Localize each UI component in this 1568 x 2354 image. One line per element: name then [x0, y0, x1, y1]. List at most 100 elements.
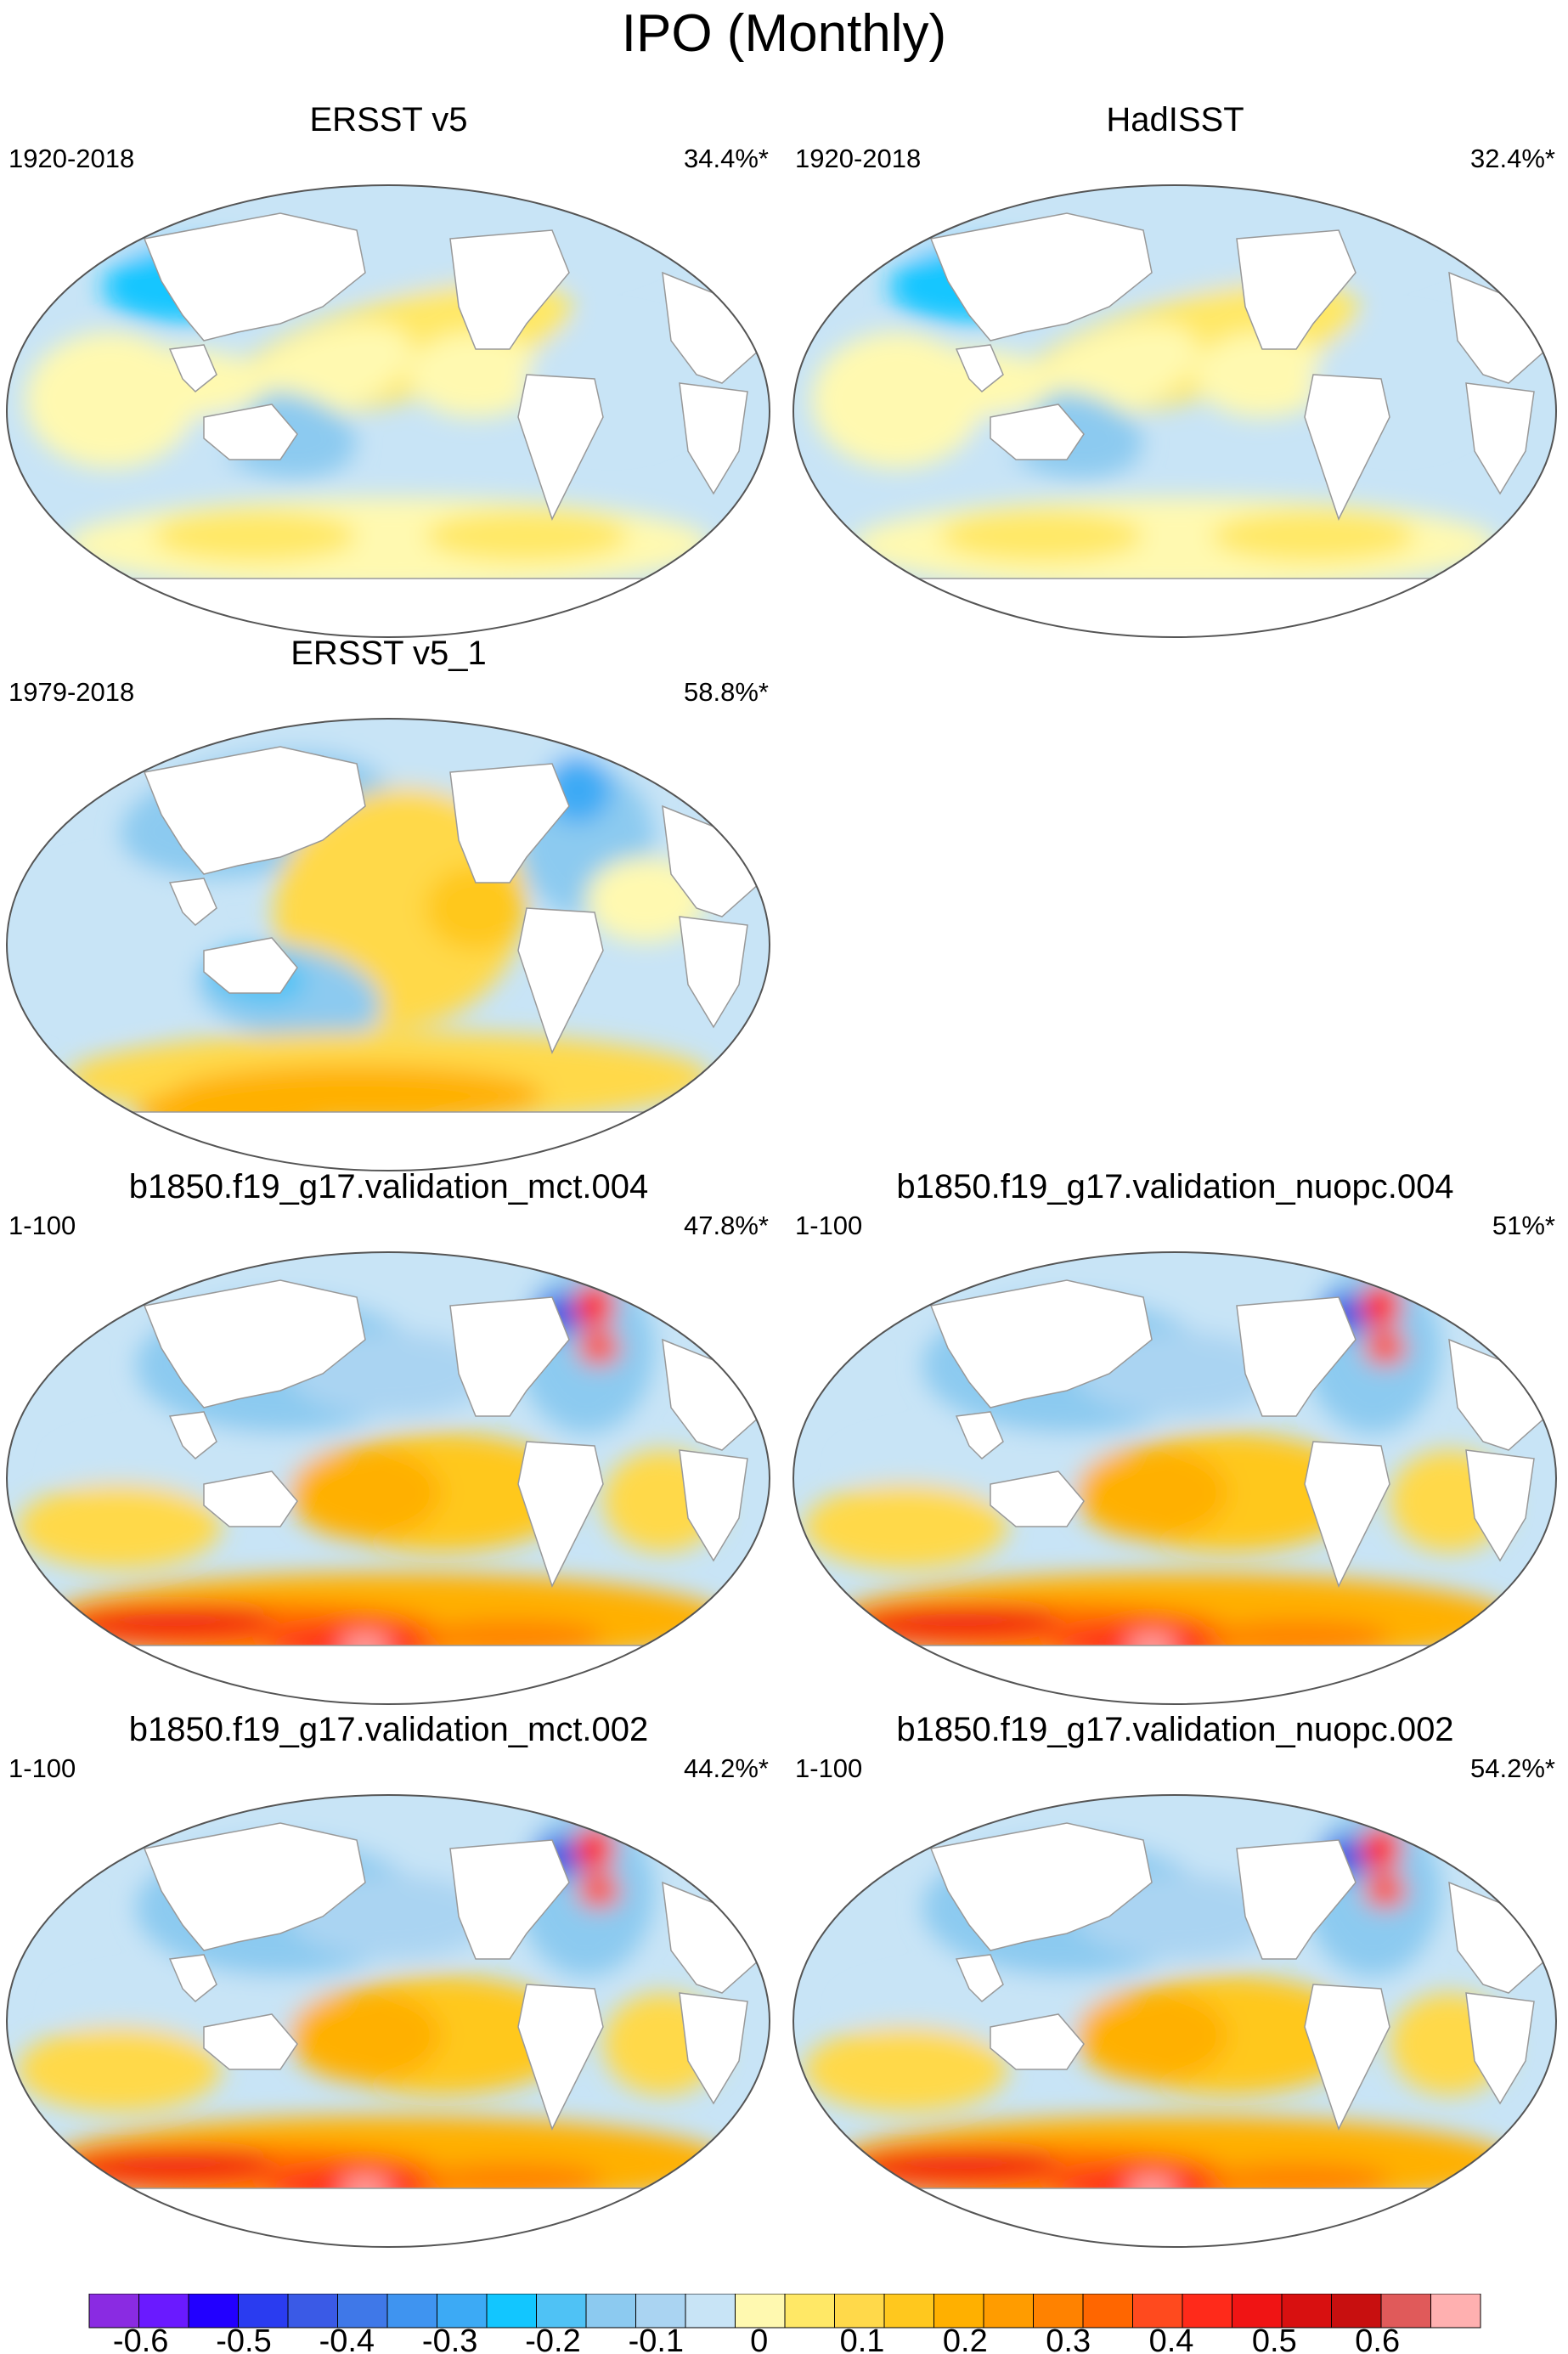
sst-anomaly-region [59, 1433, 365, 1501]
land-mask [679, 382, 748, 495]
land-mask [168, 1411, 217, 1460]
panel-title: b1850.f19_g17.validation_mct.002 [128, 1711, 649, 1748]
land-mask [449, 229, 570, 350]
sst-anomaly-region [939, 511, 1143, 562]
sst-anomaly-region [68, 2148, 272, 2178]
panel-validation-nuopc-002: b1850.f19_g17.validation_nuopc.002 1-100… [787, 1709, 1564, 2253]
land-mask [203, 937, 298, 994]
sst-anomaly-region [804, 2027, 1007, 2112]
panel-period-label: 1920-2018 [8, 144, 135, 173]
map-plot [792, 1794, 1557, 2248]
colorbar-tick-label: 0.6 [1355, 2323, 1400, 2354]
sst-anomaly-region [1361, 1282, 1402, 1329]
land-mask [168, 878, 217, 927]
sst-anomaly-region [425, 511, 629, 562]
panel-ersst-v5: ERSST v5 1920-2018 34.4%* [0, 99, 777, 643]
panel-period-label: 1979-2018 [8, 677, 135, 707]
panel-title: ERSST v5 [309, 101, 468, 138]
colorbar-swatch [486, 2294, 537, 2329]
sst-anomaly-region [1364, 1331, 1407, 1365]
land-mask [143, 1279, 366, 1408]
land-mask [203, 2013, 298, 2070]
land-mask [168, 1954, 217, 2003]
colorbar-tick-label: -0.3 [422, 2323, 477, 2354]
panel-ersst-v5-1: ERSST v5_1 1979-2018 58.8%* [0, 633, 777, 1177]
sst-anomaly-region [574, 1282, 615, 1329]
sst-anomaly-region [25, 332, 195, 468]
sst-anomaly-region [1211, 511, 1415, 562]
colorbar-tick-label: -0.1 [629, 2323, 684, 2354]
panel-period-label: 1-100 [8, 1753, 76, 1783]
panel-validation-nuopc-004: b1850.f19_g17.validation_nuopc.004 1-100… [787, 1166, 1564, 1710]
map-border [6, 718, 770, 1171]
colorbar-swatch [1331, 2294, 1382, 2329]
panel-title: b1850.f19_g17.validation_mct.004 [128, 1168, 649, 1205]
sst-anomaly-region [425, 866, 527, 951]
colorbar-tick-label: -0.2 [525, 2323, 580, 2354]
colorbar-tick-label: 0.2 [943, 2323, 988, 2354]
land-mask [1304, 374, 1390, 521]
sst-anomaly-region [846, 1976, 1152, 2044]
land-mask [1236, 1839, 1356, 1960]
panel-title: b1850.f19_g17.validation_nuopc.004 [896, 1168, 1454, 1205]
land-mask [449, 763, 570, 883]
sst-anomaly-region [289, 1989, 442, 2082]
map-plot [792, 184, 1557, 638]
land-mask [990, 1471, 1085, 1527]
colorbar-swatch [437, 2294, 488, 2329]
colorbar-tick-label: -0.4 [319, 2323, 375, 2354]
map-border [792, 1251, 1557, 1705]
land-mask [990, 2013, 1085, 2070]
panel-period-label: 1920-2018 [795, 144, 922, 173]
colorbar-tick-label: 0.3 [1046, 2323, 1091, 2354]
land-mask [168, 344, 217, 393]
colorbar-swatch [1430, 2294, 1481, 2329]
land-mask [203, 404, 298, 460]
sst-anomaly-region [1364, 1874, 1407, 1908]
colorbar-tick-label: 0 [750, 2323, 768, 2354]
sst-anomaly-region [289, 1446, 442, 1539]
colorbar-swatch [1082, 2294, 1133, 2329]
land-mask [679, 1992, 748, 2105]
panel-variance-label: 34.4%* [684, 144, 769, 173]
land-mask [955, 344, 1004, 393]
land-mask [1236, 229, 1356, 350]
land-mask [929, 212, 1153, 342]
land-mask [75, 1645, 698, 1704]
colorbar-swatch [287, 2294, 338, 2329]
map-plot [792, 1251, 1557, 1705]
colorbar-swatch [685, 2294, 736, 2329]
sst-anomaly-region [1075, 1446, 1228, 1539]
colorbar-swatch [188, 2294, 239, 2329]
land-mask [517, 1984, 604, 2131]
panel-title: ERSST v5_1 [290, 635, 487, 672]
colorbar-swatch [1380, 2294, 1431, 2329]
land-mask [1304, 1984, 1390, 2131]
land-mask [955, 1411, 1004, 1460]
panel-variance-label: 51%* [1492, 1211, 1555, 1240]
colorbar-swatch [88, 2294, 139, 2329]
colorbar-swatch [1281, 2294, 1332, 2329]
colorbar-swatch [238, 2294, 289, 2329]
land-mask [449, 1296, 570, 1417]
colorbar-swatch [933, 2294, 984, 2329]
land-mask [1236, 1296, 1356, 1417]
colorbar-tick-label: 0.5 [1252, 2323, 1297, 2354]
land-mask [143, 746, 366, 875]
colorbar-tick-label: 0.4 [1149, 2323, 1194, 2354]
land-mask [517, 1441, 604, 1588]
land-mask [861, 1645, 1485, 1704]
land-mask [517, 907, 604, 1054]
map-plot [6, 1794, 770, 2248]
land-mask [679, 916, 748, 1029]
panel-validation-mct-004: b1850.f19_g17.validation_mct.004 1-100 4… [0, 1166, 777, 1710]
colorbar-swatch [585, 2294, 636, 2329]
panel-period-label: 1-100 [795, 1753, 863, 1783]
sst-anomaly-region [1361, 1825, 1402, 1872]
land-mask [1465, 382, 1535, 495]
map-border [6, 184, 770, 638]
colorbar-swatch [337, 2294, 388, 2329]
sst-anomaly-region [855, 1605, 1058, 1635]
colorbar-swatch [1182, 2294, 1232, 2329]
colorbar-swatch [1232, 2294, 1283, 2329]
